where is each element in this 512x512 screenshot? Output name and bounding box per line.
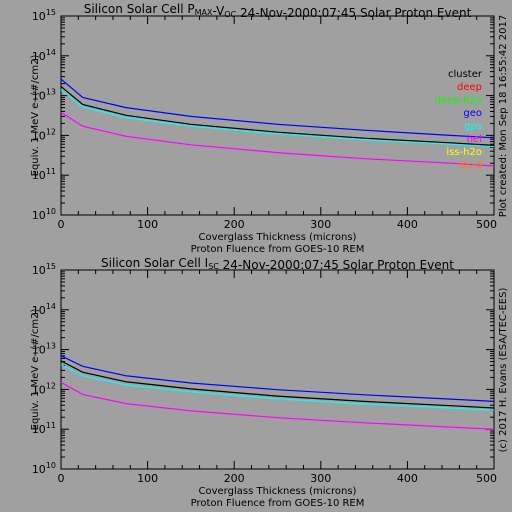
legend: cluster deep deep-h2o geo gps hel iss-h2o iss-d [435,69,483,171]
credit-label: (c) 2017 H. Evans (ESA/TEC-EES) [498,288,509,453]
y-axis-label: Equiv. 1 MeV e- (#/cm2) [30,309,41,431]
series-line-geo [60,355,495,402]
y-tick-label: 1013 [32,342,56,357]
series-line-cluster [60,85,495,146]
x-tick-label: 400 [397,218,418,231]
x-tick-label: 500 [476,218,497,231]
y-tick-label: 1010 [32,207,56,222]
x-tick-label: 400 [397,472,418,485]
x-tick-label: 100 [137,472,158,485]
y-tick-label: 1014 [32,302,56,317]
legend-entry-deep-h2o: deep-h2o [435,95,482,106]
legend-entry-gps: gps [464,121,482,132]
series-line-geo [60,78,495,139]
legend-entry-cluster: cluster [448,69,483,80]
x-tick-label: 200 [224,218,245,231]
x-axis-sublabel: Proton Fluence from GOES-10 REM [191,244,365,255]
y-tick-label: 1012 [32,381,56,396]
chart-panel-2: Silicon Solar Cell ISC 24-Nov-2000:07:45… [30,256,497,509]
series-line-hel [60,381,495,430]
y-tick-label: 1011 [32,167,56,182]
legend-entry-iss-d: iss-d [459,160,482,171]
series-line-cluster [60,360,495,409]
x-tick-label: 0 [58,472,65,485]
series-line-gps [60,89,495,148]
y-tick-label: 1012 [32,127,56,142]
y-tick-label: 1011 [32,421,56,436]
x-tick-label: 100 [137,218,158,231]
legend-entry-iss-h2o: iss-h2o [446,147,482,158]
x-tick-label: 0 [58,218,65,231]
legend-entry-geo: geo [463,108,482,119]
y-tick-label: 1014 [32,48,56,63]
x-tick-label: 500 [476,472,497,485]
y-tick-label: 1015 [32,262,56,277]
y-axis-label: Equiv. 1 MeV e- (#/cm2) [30,55,41,177]
x-tick-label: 300 [310,218,331,231]
plot-created-label: Plot created: Mon Sep 18 16:55:42 2017 [498,15,509,217]
plot-frame [60,15,495,216]
y-tick-label: 1015 [32,8,56,23]
y-tick-label: 1010 [32,461,56,476]
chart-title: Silicon Solar Cell PMAX-VOC 24-Nov-2000:… [84,2,472,20]
chart-title: Silicon Solar Cell ISC 24-Nov-2000:07:45… [101,256,454,272]
plot-frame [60,269,495,470]
x-axis-sublabel: Proton Fluence from GOES-10 REM [191,498,365,509]
x-axis-label: Coverglass Thickness (microns) [199,486,357,497]
x-tick-label: 300 [310,472,331,485]
chart-panel-1: Silicon Solar Cell PMAX-VOC 24-Nov-2000:… [30,2,497,255]
legend-entry-hel: hel [467,134,482,145]
series-line-gps [60,364,495,411]
series-line-hel [60,111,495,167]
legend-entry-deep: deep [457,82,482,93]
y-tick-label: 1013 [32,88,56,103]
x-axis-label: Coverglass Thickness (microns) [199,232,357,243]
x-tick-label: 200 [224,472,245,485]
